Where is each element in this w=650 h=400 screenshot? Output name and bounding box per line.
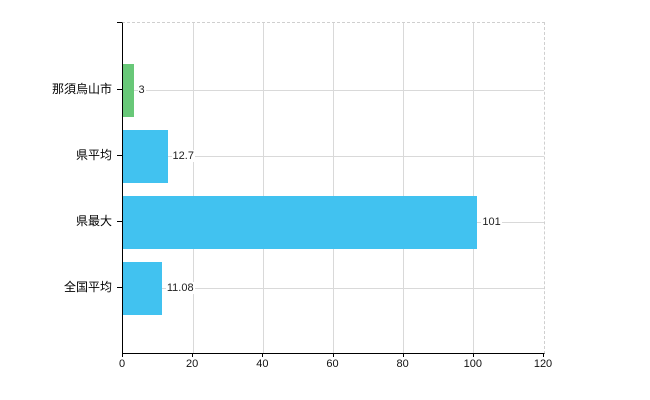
x-tick-label: 60 xyxy=(326,358,339,370)
vertical-gridline xyxy=(262,23,264,353)
category-label: 県平均 xyxy=(75,148,112,162)
x-tick-label: 100 xyxy=(463,358,483,370)
bar-4 xyxy=(123,261,162,315)
vertical-gridline xyxy=(333,23,334,353)
horizontal-gridline xyxy=(123,156,544,157)
bar-3 xyxy=(123,195,478,249)
bar-value-label: 3 xyxy=(137,84,146,96)
x-tick-label: 20 xyxy=(186,358,199,370)
horizontal-gridline xyxy=(123,288,544,289)
bar-value-label: 101 xyxy=(481,216,502,228)
x-tick-label: 120 xyxy=(533,358,553,370)
y-axis-tick xyxy=(117,155,122,156)
x-tick-label: 40 xyxy=(256,358,269,370)
y-axis-tick xyxy=(117,221,122,222)
plot-area: 3 12.7 101 11.08 xyxy=(122,22,545,354)
x-axis-tick xyxy=(192,353,194,357)
category-label: 那須烏山市 xyxy=(51,82,112,96)
y-axis-top-tick xyxy=(117,22,122,23)
x-tick-label: 80 xyxy=(396,358,409,370)
y-axis-tick xyxy=(117,287,122,288)
bar-value-label: 11.08 xyxy=(165,282,195,294)
category-label: 全国平均 xyxy=(63,280,112,294)
x-axis-tick xyxy=(402,353,404,357)
horizontal-gridline xyxy=(123,90,544,91)
bar-2 xyxy=(123,129,168,183)
x-axis-tick xyxy=(472,353,474,357)
category-label: 県最大 xyxy=(75,214,112,228)
x-tick-label: 0 xyxy=(118,358,126,370)
x-axis-tick xyxy=(122,353,123,357)
x-axis-tick xyxy=(543,353,544,357)
y-axis-tick xyxy=(117,89,122,90)
bar-value-label: 12.7 xyxy=(171,150,195,162)
vertical-gridline xyxy=(403,23,405,353)
bar-1 xyxy=(123,63,134,117)
vertical-gridline xyxy=(473,23,475,353)
vertical-gridline xyxy=(192,23,194,353)
x-axis-tick xyxy=(262,353,264,357)
x-axis-tick xyxy=(332,353,334,357)
